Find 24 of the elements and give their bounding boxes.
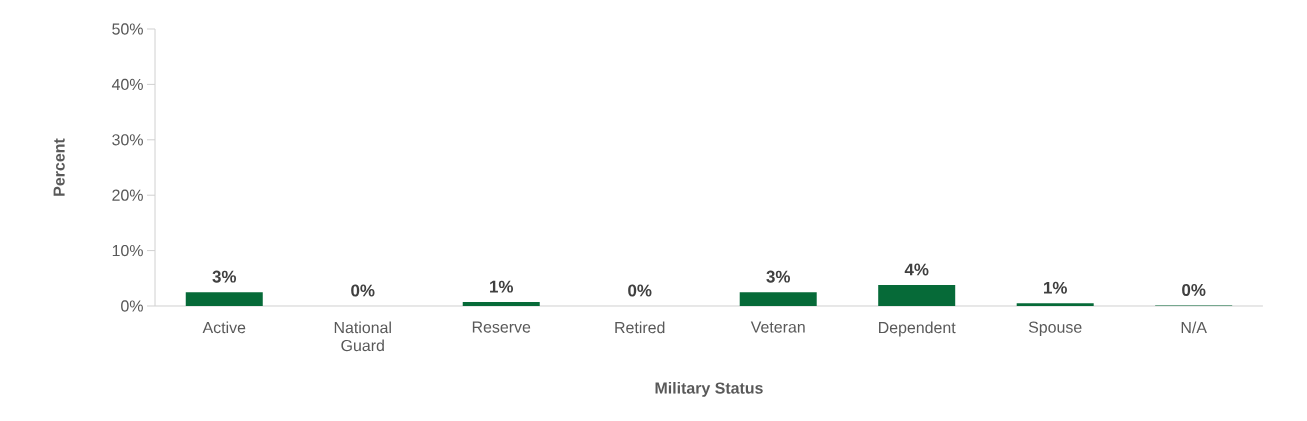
x-axis-title: Military Status xyxy=(655,382,763,397)
y-tick-label: 0% xyxy=(121,300,143,312)
data-label: 3% xyxy=(766,270,790,283)
data-label: 3% xyxy=(212,270,237,283)
y-tick-label: 10% xyxy=(112,244,143,257)
data-label: 1% xyxy=(1044,281,1067,294)
data-label: 1% xyxy=(490,280,514,293)
y-axis-title: Percent xyxy=(53,138,65,196)
x-tick-label: National Guard xyxy=(334,321,391,352)
y-tick-label: 30% xyxy=(112,134,143,146)
data-label: 0% xyxy=(351,284,375,297)
x-tick-label: N/A xyxy=(1181,321,1207,334)
y-tick-label: 40% xyxy=(111,78,143,91)
data-label: 4% xyxy=(904,263,929,276)
x-tick-label: Veteran xyxy=(750,321,805,333)
y-tick-label: 50% xyxy=(112,23,143,35)
x-tick-label: Reserve xyxy=(472,321,531,333)
x-tick-label: Active xyxy=(202,321,246,334)
x-tick-label: Retired xyxy=(615,321,665,334)
y-tick-label: 20% xyxy=(112,189,143,201)
x-tick-label: Dependent xyxy=(879,321,956,337)
data-label: 0% xyxy=(628,284,652,297)
data-label: 0% xyxy=(1182,283,1206,296)
x-tick-label: Spouse xyxy=(1028,321,1082,336)
